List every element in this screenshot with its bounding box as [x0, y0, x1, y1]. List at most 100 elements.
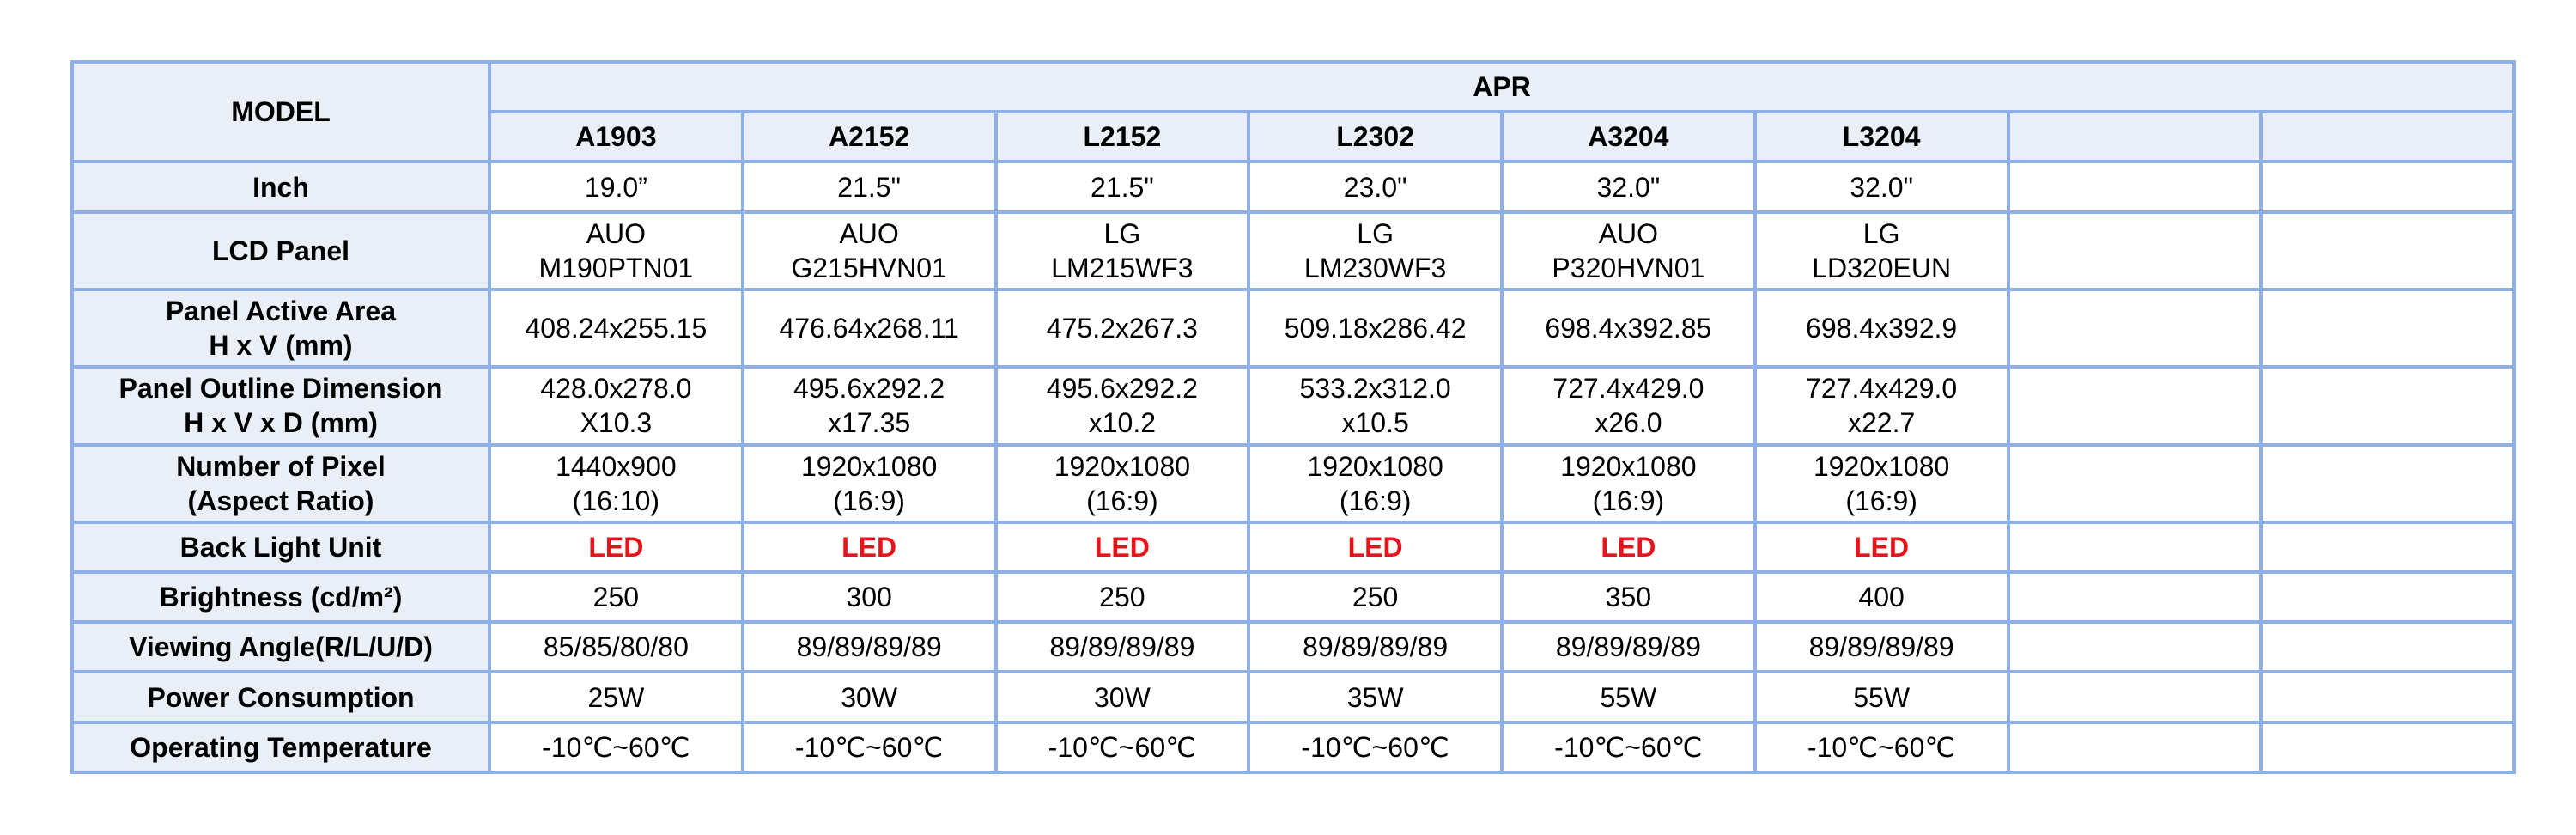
value-cell: 89/89/89/89: [993, 620, 1251, 674]
value-cell: [2006, 670, 2263, 724]
value-cell: 55W: [1753, 670, 2010, 724]
value-cell: -10℃~60℃: [1500, 720, 1757, 775]
value-cell: AUO G215HVN01: [740, 210, 998, 291]
value-cell: 495.6x292.2 x17.35: [740, 365, 998, 447]
value-cell: 727.4x429.0 x26.0: [1500, 365, 1757, 447]
table-row: Brightness (cd/m²) 250 300 250 250 350 400: [70, 570, 2517, 625]
value-cell: 21.5": [740, 160, 998, 214]
row-label-cell: Panel Active Area H x V (mm): [70, 287, 491, 369]
value-cell: LED: [488, 520, 744, 575]
value-cell: -10℃~60℃: [488, 720, 744, 775]
value-cell: LED: [1753, 520, 2010, 575]
row-label-cell: Viewing Angle(R/L/U/D): [70, 620, 491, 674]
value-cell: [2006, 160, 2263, 214]
value-cell: LG LD320EUN: [1753, 210, 2010, 291]
value-cell: 533.2x312.0 x10.5: [1247, 365, 1504, 447]
value-cell: 509.18x286.42: [1247, 287, 1504, 369]
value-cell: LED: [1500, 520, 1757, 575]
value-cell: LED: [740, 520, 998, 575]
model-name-cell: L2302: [1247, 110, 1504, 164]
value-cell: -10℃~60℃: [740, 720, 998, 775]
value-cell: 476.64x268.11: [740, 287, 998, 369]
value-cell: [2006, 365, 2263, 447]
value-cell: 1920x1080 (16:9): [1500, 442, 1757, 524]
value-cell: [2006, 210, 2263, 291]
table-row: Power Consumption 25W 30W 30W 35W 55W 55W: [70, 670, 2517, 724]
value-cell: 475.2x267.3: [993, 287, 1251, 369]
value-cell: 21.5": [993, 160, 1251, 214]
value-cell: [2006, 720, 2263, 775]
model-name-cell: [2259, 110, 2517, 164]
value-cell: 400: [1753, 570, 2010, 625]
value-cell: 1920x1080 (16:9): [993, 442, 1251, 524]
value-cell: [2006, 442, 2263, 524]
value-cell: 25W: [488, 670, 744, 724]
model-name-cell: A3204: [1500, 110, 1757, 164]
value-cell: [2259, 520, 2517, 575]
value-cell: 89/89/89/89: [1753, 620, 2010, 674]
value-cell: [2259, 570, 2517, 625]
model-header-row: A1903 A2152 L2152 L2302 A3204 L3204: [72, 110, 2517, 164]
value-cell: 250: [1247, 570, 1504, 625]
value-cell: [2259, 720, 2517, 775]
value-cell: [2259, 620, 2517, 674]
value-cell: 55W: [1500, 670, 1757, 724]
value-cell: 250: [993, 570, 1251, 625]
value-cell: 698.4x392.85: [1500, 287, 1757, 369]
value-cell: 1440x900 (16:10): [488, 442, 744, 524]
value-cell: 408.24x255.15: [488, 287, 744, 369]
row-label-cell: Inch: [70, 160, 491, 214]
value-cell: 698.4x392.9: [1753, 287, 2010, 369]
model-name-cell: A2152: [740, 110, 998, 164]
table-row: Panel Outline Dimension H x V x D (mm) 42…: [70, 365, 2517, 447]
spec-table-body: MODEL APR A1903 A2152 L2152 L2302 A3204 …: [70, 59, 2517, 775]
value-cell: 23.0": [1247, 160, 1504, 214]
table-row: Back Light Unit LED LED LED LED LED LED: [70, 520, 2517, 575]
table-row: Inch 19.0” 21.5" 21.5" 23.0" 32.0" 32.0": [70, 160, 2517, 214]
row-label-cell: Operating Temperature: [70, 720, 491, 775]
row-label-cell: Brightness (cd/m²): [70, 570, 491, 625]
table-row: Operating Temperature -10℃~60℃ -10℃~60℃ -10…: [70, 720, 2517, 775]
model-name-cell: L2152: [993, 110, 1251, 164]
value-cell: 250: [488, 570, 744, 625]
value-cell: [2259, 442, 2517, 524]
value-cell: 32.0": [1500, 160, 1757, 214]
table-row: Panel Active Area H x V (mm) 408.24x255.1…: [70, 287, 2517, 369]
value-cell: [2006, 570, 2263, 625]
model-name-cell: [2006, 110, 2263, 164]
spec-table: MODEL APR A1903 A2152 L2152 L2302 A3204 …: [70, 59, 2517, 775]
value-cell: 727.4x429.0 x22.7: [1753, 365, 2010, 447]
value-cell: 1920x1080 (16:9): [740, 442, 998, 524]
value-cell: [2259, 160, 2517, 214]
value-cell: [2259, 670, 2517, 724]
value-cell: 89/89/89/89: [1500, 620, 1757, 674]
table-row: LCD Panel AUO M190PTN01 AUO G215HVN01 LG LM…: [70, 210, 2517, 291]
value-cell: LG LM230WF3: [1247, 210, 1504, 291]
value-cell: 1920x1080 (16:9): [1753, 442, 2010, 524]
value-cell: 89/89/89/89: [1247, 620, 1504, 674]
value-cell: [2259, 287, 2517, 369]
value-cell: 32.0": [1753, 160, 2010, 214]
value-cell: 495.6x292.2 x10.2: [993, 365, 1251, 447]
value-cell: AUO P320HVN01: [1500, 210, 1757, 291]
model-name-cell: A1903: [488, 110, 744, 164]
table-row: Viewing Angle(R/L/U/D) 85/85/80/80 89/89/8…: [70, 620, 2517, 674]
value-cell: -10℃~60℃: [1753, 720, 2010, 775]
value-cell: -10℃~60℃: [993, 720, 1251, 775]
model-name-cell: L3204: [1753, 110, 2010, 164]
value-cell: LG LM215WF3: [993, 210, 1251, 291]
row-label-cell: Panel Outline Dimension H x V x D (mm): [70, 365, 491, 447]
model-header-cell: MODEL: [70, 59, 491, 164]
row-label-cell: Number of Pixel (Aspect Ratio): [70, 442, 491, 524]
value-cell: 19.0”: [488, 160, 744, 214]
value-cell: AUO M190PTN01: [488, 210, 744, 291]
value-cell: 89/89/89/89: [740, 620, 998, 674]
value-cell: -10℃~60℃: [1247, 720, 1504, 775]
value-cell: 1920x1080 (16:9): [1247, 442, 1504, 524]
value-cell: 85/85/80/80: [488, 620, 744, 674]
value-cell: 30W: [740, 670, 998, 724]
group-header-cell: APR: [487, 59, 2517, 114]
value-cell: LED: [1247, 520, 1504, 575]
value-cell: 300: [740, 570, 998, 625]
value-cell: 35W: [1247, 670, 1504, 724]
